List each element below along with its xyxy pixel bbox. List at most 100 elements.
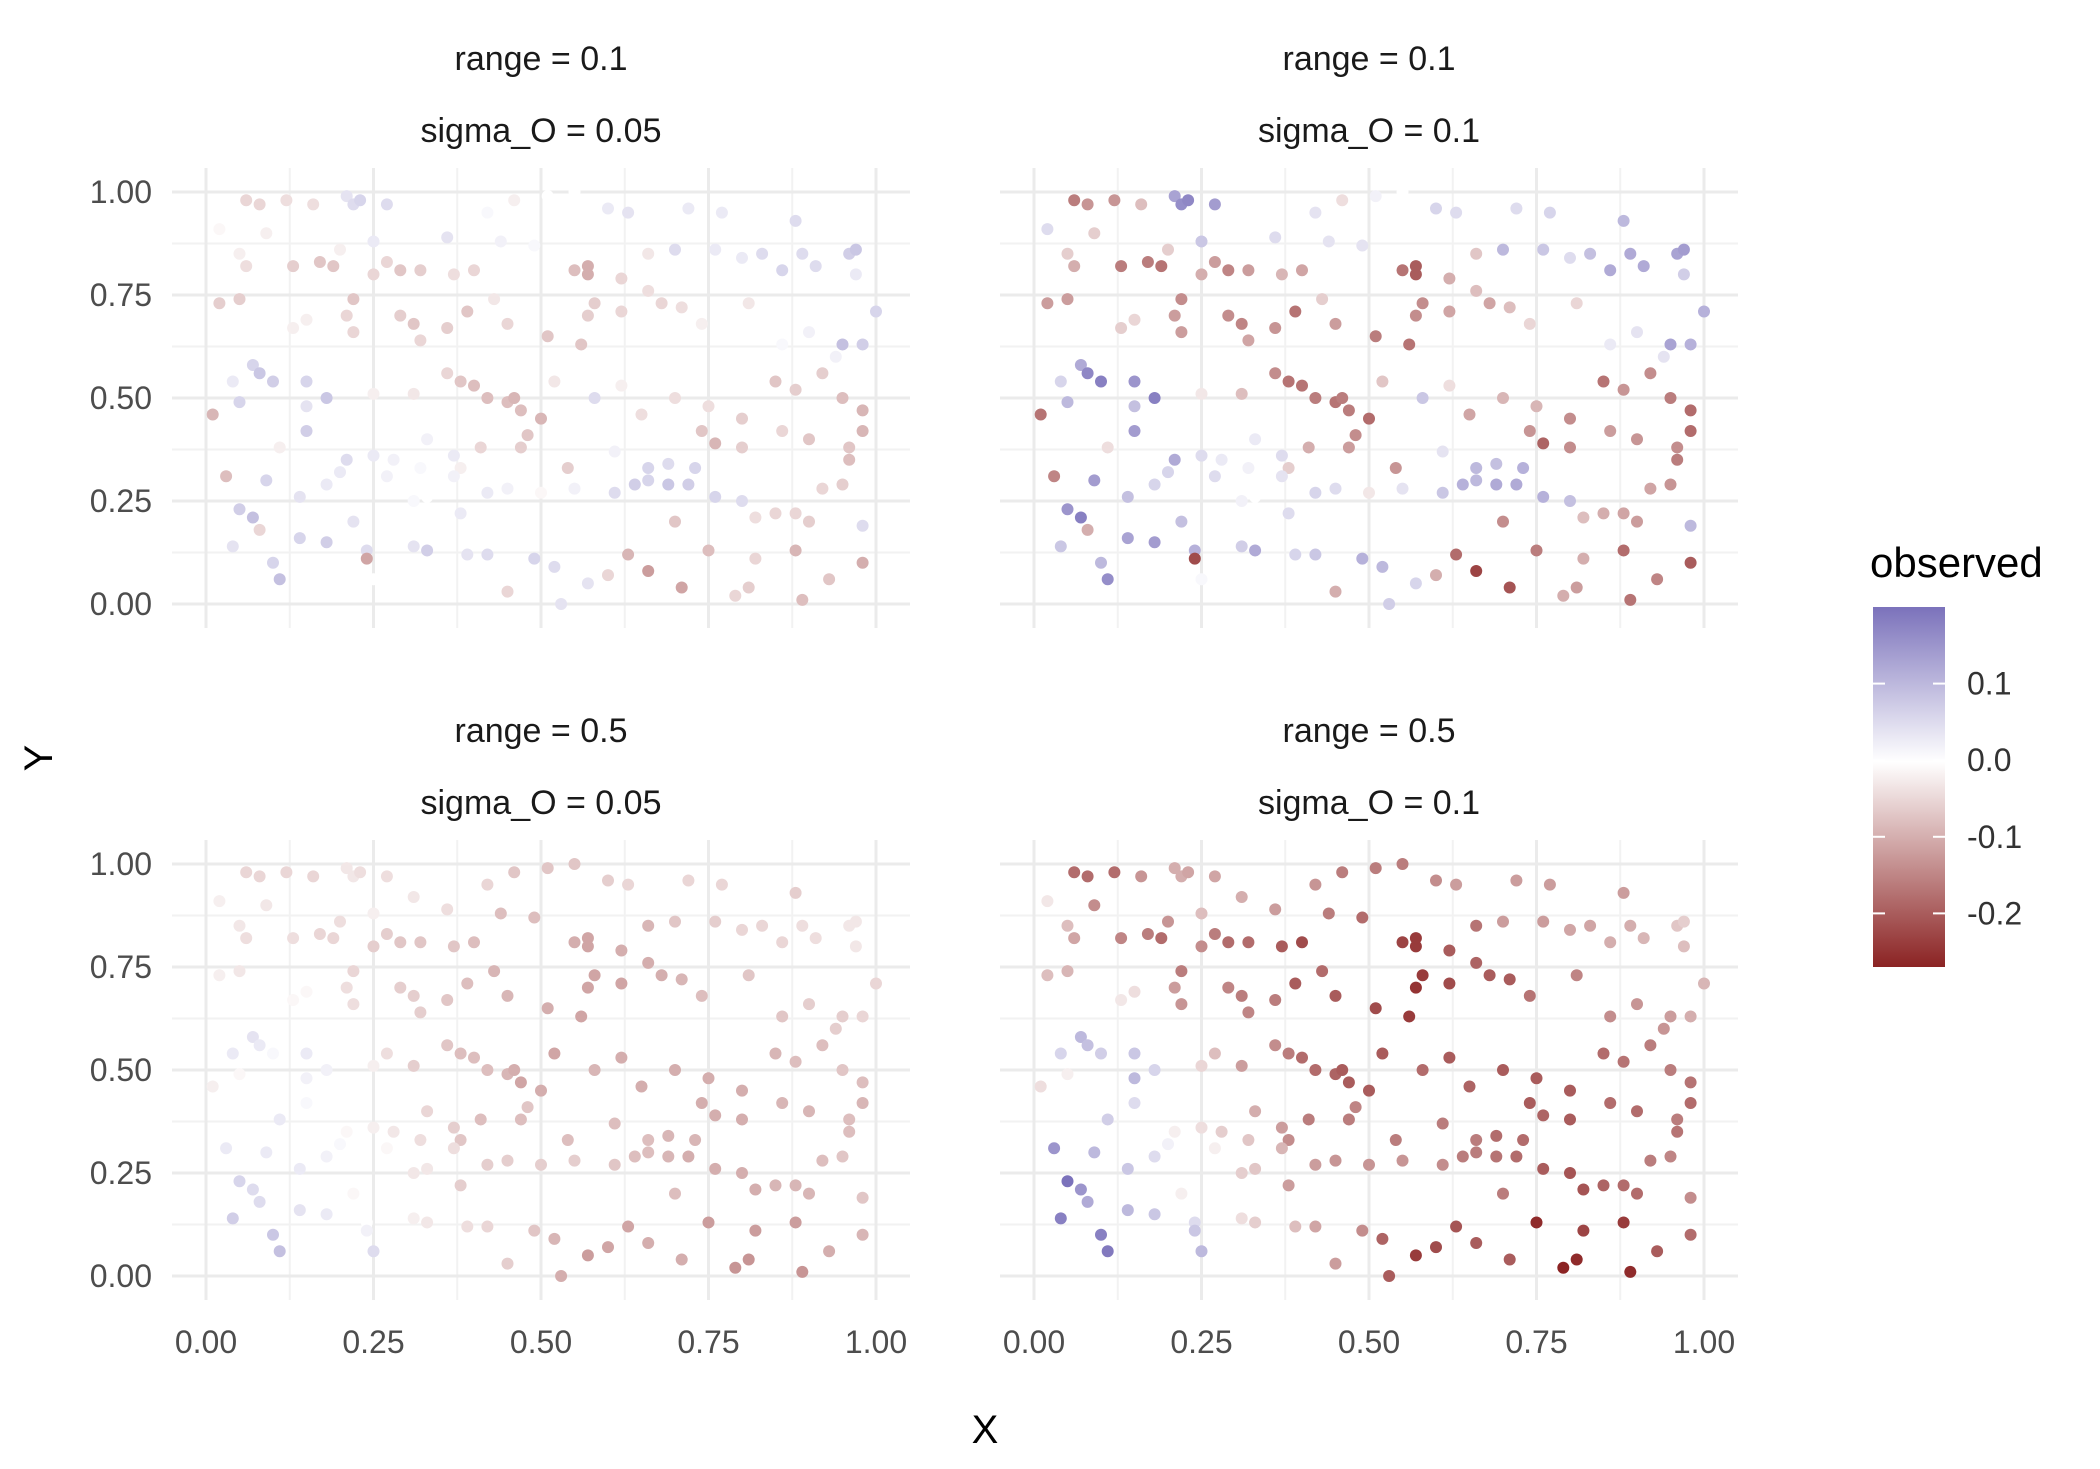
data-point <box>1302 1113 1315 1126</box>
data-point <box>260 1146 273 1159</box>
data-point <box>1182 194 1195 207</box>
data-point <box>414 1006 427 1019</box>
data-point <box>615 379 628 392</box>
data-point <box>816 1154 829 1167</box>
data-point <box>1497 1187 1509 1200</box>
data-point <box>555 1270 568 1282</box>
data-point <box>1074 1031 1087 1044</box>
x-tick-label: 0.75 <box>1505 1324 1567 1360</box>
data-point <box>334 466 346 479</box>
data-point <box>1644 367 1657 380</box>
data-point <box>1168 190 1181 203</box>
data-point <box>1463 1080 1476 1093</box>
data-point <box>1651 573 1664 586</box>
data-point <box>1409 577 1422 590</box>
data-point <box>749 1183 762 1196</box>
data-point <box>1409 1249 1422 1262</box>
y-tick-label: 0.00 <box>90 586 152 622</box>
color-legend: observed 0.1 0.0 -0.1 -0.2 <box>1870 539 2043 967</box>
data-point <box>233 396 246 409</box>
data-point <box>1617 1055 1630 1068</box>
data-point <box>1363 1158 1375 1171</box>
data-point <box>1195 1245 1208 1258</box>
data-point <box>213 969 226 982</box>
data-point <box>300 424 313 437</box>
data-point <box>1490 1150 1503 1163</box>
data-point <box>441 1039 454 1052</box>
data-point <box>468 936 480 949</box>
data-point <box>1208 1142 1221 1155</box>
data-point <box>541 190 554 203</box>
data-point <box>347 998 360 1011</box>
data-point <box>642 1134 655 1147</box>
data-point <box>447 1142 460 1155</box>
data-point <box>1135 870 1148 883</box>
data-point <box>1235 989 1248 1002</box>
data-point <box>1530 400 1543 413</box>
data-point <box>1148 392 1161 404</box>
data-point <box>575 338 588 351</box>
legend-tick-label: -0.2 <box>1967 895 2022 931</box>
data-point <box>642 565 655 578</box>
data-point <box>1684 1228 1697 1241</box>
data-point <box>642 474 655 487</box>
data-point <box>796 593 809 606</box>
data-points <box>206 858 882 1282</box>
data-point <box>843 1113 856 1126</box>
data-point <box>1677 940 1690 953</box>
data-point <box>1416 297 1429 310</box>
data-point <box>387 1125 400 1138</box>
data-point <box>608 1158 621 1171</box>
data-point <box>1416 969 1429 982</box>
data-point <box>407 989 420 1002</box>
data-point <box>347 326 360 339</box>
data-point <box>789 1216 802 1229</box>
data-point <box>481 486 494 499</box>
data-point <box>1403 1010 1416 1023</box>
data-point <box>320 536 333 549</box>
data-point <box>1564 1113 1576 1126</box>
data-point <box>803 998 815 1011</box>
data-point <box>1503 973 1516 986</box>
data-point <box>1275 268 1288 281</box>
data-point <box>1088 474 1101 487</box>
data-point <box>615 272 628 285</box>
data-point <box>1336 392 1349 404</box>
data-point <box>843 1125 856 1138</box>
data-point <box>856 556 869 569</box>
data-point <box>849 915 862 928</box>
data-point <box>1356 1224 1369 1237</box>
data-point <box>1624 919 1637 932</box>
data-point <box>689 1134 702 1147</box>
data-point <box>736 441 748 454</box>
data-point <box>669 243 681 256</box>
data-point <box>1275 940 1288 953</box>
data-point <box>454 1047 467 1060</box>
data-point <box>1564 441 1576 454</box>
y-axis-title: Y <box>17 745 61 772</box>
data-point <box>1470 474 1483 487</box>
data-point <box>749 1224 762 1237</box>
data-point <box>836 392 849 404</box>
data-point <box>447 449 460 462</box>
data-point <box>695 317 708 330</box>
data-point <box>494 235 507 248</box>
data-point <box>581 268 594 281</box>
data-point <box>1698 977 1710 990</box>
data-point <box>327 260 340 273</box>
data-point <box>307 870 320 883</box>
data-point <box>447 268 460 281</box>
data-point <box>1215 453 1228 466</box>
data-point <box>414 462 427 475</box>
data-point <box>588 392 601 404</box>
data-point <box>287 932 300 945</box>
data-point <box>1604 1096 1617 1109</box>
data-point <box>1249 1162 1262 1175</box>
data-point <box>1664 338 1677 351</box>
data-point <box>1108 866 1121 879</box>
data-point <box>1316 965 1329 978</box>
data-point <box>407 1167 420 1179</box>
data-point <box>1657 350 1670 363</box>
data-point <box>789 1055 802 1068</box>
x-tick-label: 0.25 <box>1170 1324 1232 1360</box>
